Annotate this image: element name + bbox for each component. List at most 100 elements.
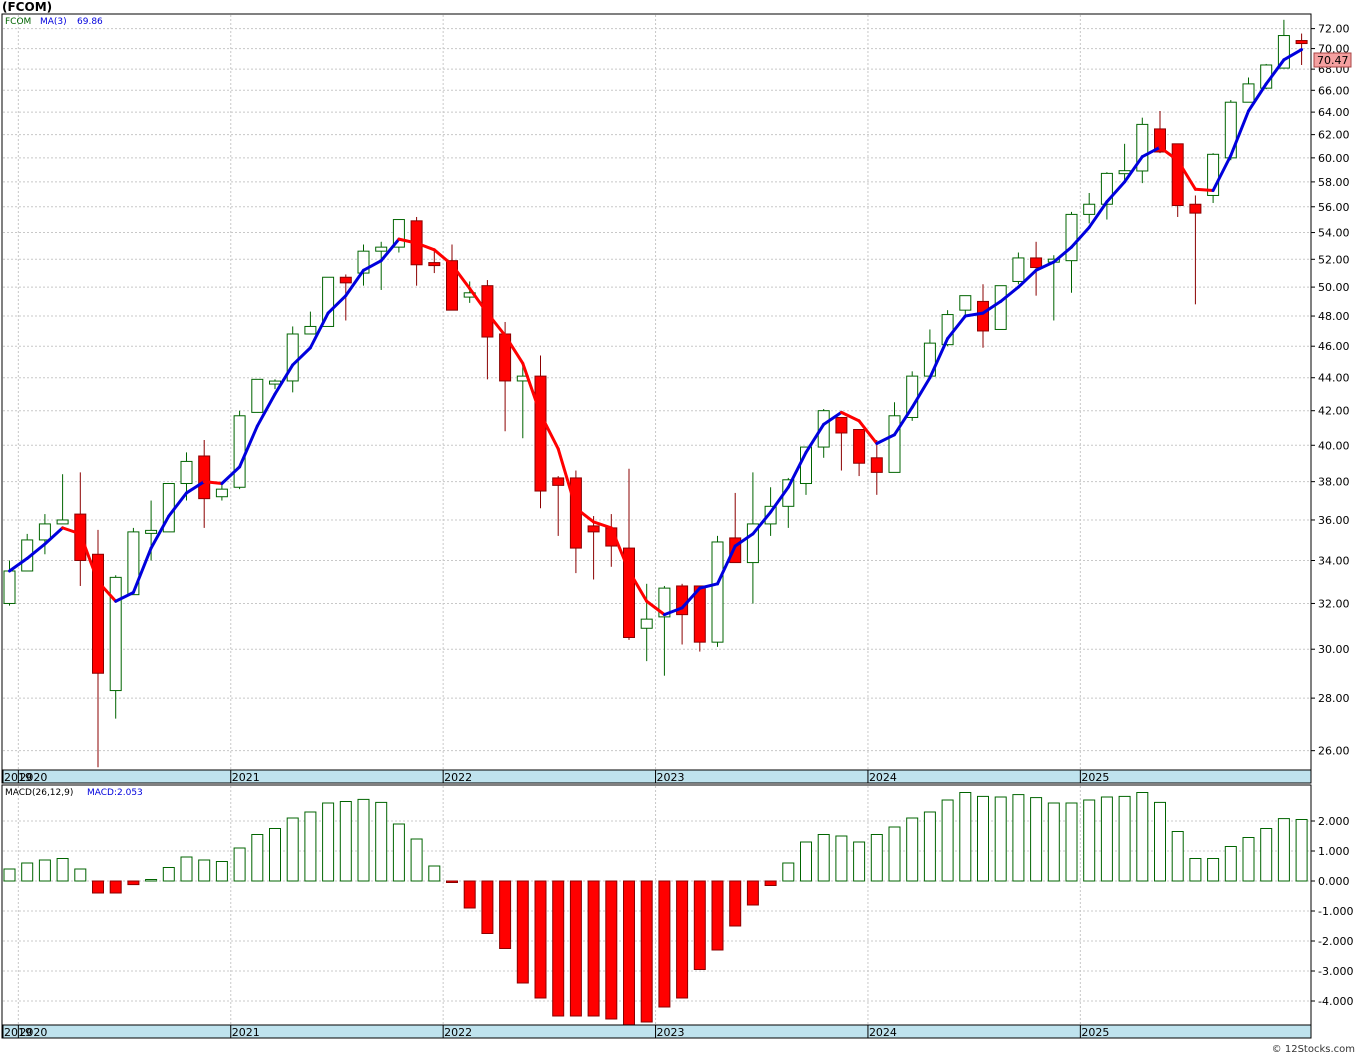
ma-segment (397, 237, 419, 245)
ma-segment (893, 405, 914, 437)
ma-value: 69.86 (77, 17, 103, 27)
candle-body (109, 576, 122, 692)
candle-body (552, 477, 565, 486)
macd-bar (392, 823, 405, 882)
macd-bar (1047, 802, 1060, 882)
candle-body (339, 276, 352, 284)
last-price-tag: 70.47 (1313, 52, 1352, 68)
price-tick-label: 50.00 (1318, 281, 1350, 294)
ma-segment (1016, 268, 1038, 289)
ma-segment (362, 259, 383, 272)
price-tick-label: 44.00 (1318, 372, 1350, 385)
candle-body (1136, 123, 1149, 172)
price-tick-label: 62.00 (1318, 129, 1350, 142)
price-year-label: 2021 (232, 771, 260, 784)
price-tick-label: 40.00 (1318, 439, 1350, 452)
macd-bar (1224, 846, 1237, 882)
candle-body (764, 505, 777, 525)
candle-body (446, 260, 458, 311)
candle-body (729, 537, 742, 564)
price-tick-label: 26.00 (1318, 745, 1350, 758)
ma-segment (415, 241, 436, 252)
candle-body (959, 295, 972, 311)
candle-body (428, 262, 441, 267)
macd-bar (162, 867, 175, 882)
macd-legend: MACD(26,12,9) (5, 788, 73, 798)
macd-bar (1171, 831, 1184, 882)
macd-bar (693, 880, 706, 970)
svg-text:70.47: 70.47 (1317, 54, 1349, 67)
ma-segment (450, 263, 472, 291)
candle-body (534, 375, 547, 492)
price-tick-label: 58.00 (1318, 176, 1350, 189)
candle-body (357, 250, 370, 274)
macd-bar (1242, 837, 1255, 882)
macd-bar (269, 828, 281, 882)
price-tick-label: 52.00 (1318, 253, 1350, 266)
ma-segment (185, 480, 206, 495)
macd-bar (481, 880, 494, 934)
ma-segment (1193, 187, 1215, 192)
ma-segment (769, 485, 790, 514)
price-tick-label: 72.00 (1318, 23, 1350, 36)
macd-bar (888, 826, 901, 882)
macd-year-label: 2020 (19, 1026, 47, 1039)
candle-body (56, 519, 69, 525)
macd-bar (764, 880, 777, 886)
ma-segment (273, 363, 295, 396)
macd-bar (1154, 801, 1166, 882)
macd-bar (853, 841, 866, 882)
candle-body (587, 525, 600, 533)
ma-segment (8, 556, 29, 573)
ma-segment (786, 450, 808, 489)
candle-body (1118, 170, 1131, 175)
macd-tick-label: -4.000 (1318, 995, 1353, 1008)
ma-segment (645, 599, 666, 617)
ma-segment (609, 526, 631, 573)
ma-segment (857, 419, 879, 446)
macd-bar (3, 868, 16, 882)
candle-body (1171, 143, 1184, 207)
macd-bar (1012, 794, 1025, 882)
macd-tick-label: -3.000 (1318, 965, 1353, 978)
macd-bar (1030, 797, 1043, 882)
price-year-label: 2020 (19, 771, 47, 784)
candle-body (251, 378, 264, 413)
price-tick-label: 60.00 (1318, 152, 1350, 165)
candle-body (1295, 40, 1308, 45)
ma-segment (733, 532, 755, 548)
candle-body (3, 570, 16, 604)
ma-segment (1140, 145, 1162, 159)
candle-body (375, 246, 388, 252)
macd-bar (870, 834, 883, 882)
ma-segment (1087, 200, 1109, 229)
ma-segment (1123, 155, 1144, 184)
candle-body (693, 585, 706, 643)
ma-segment (928, 337, 950, 380)
price-tick-label: 66.00 (1318, 84, 1350, 97)
candle-body (1154, 128, 1166, 153)
ma-segment (999, 285, 1020, 303)
ma-segment (149, 514, 171, 550)
macd-bar (782, 862, 795, 882)
ma-segment (804, 422, 826, 454)
price-year-label: 2025 (1081, 771, 1109, 784)
ma-segment (1105, 180, 1127, 204)
macd-bar (977, 795, 989, 882)
macd-bar (109, 880, 122, 894)
macd-bar (658, 880, 671, 1008)
macd-bar (835, 835, 848, 882)
macd-bar (410, 838, 423, 882)
candle-body (127, 531, 140, 596)
macd-tick-label: 2.000 (1318, 815, 1350, 828)
macd-bar (74, 868, 87, 882)
candle-body (870, 457, 883, 473)
ma-segment (291, 346, 312, 367)
candle-body (1242, 83, 1255, 103)
macd-bar (640, 880, 653, 1023)
macd-bar (1083, 799, 1096, 882)
ma-segment (981, 299, 1003, 315)
macd-bar (1207, 858, 1220, 882)
price-tick-label: 32.00 (1318, 597, 1350, 610)
